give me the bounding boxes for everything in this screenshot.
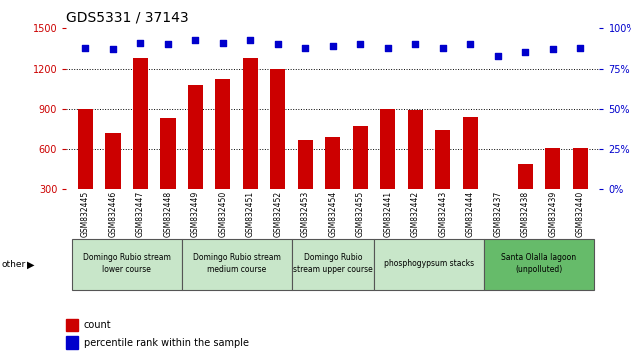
Bar [517,164,533,230]
Text: Domingo Rubio
stream upper course: Domingo Rubio stream upper course [293,253,373,274]
FancyBboxPatch shape [484,239,594,290]
FancyBboxPatch shape [182,239,292,290]
Bar [78,109,93,230]
Text: Domingo Rubio stream
lower course: Domingo Rubio stream lower course [83,253,170,274]
Text: Domingo Rubio stream
medium course: Domingo Rubio stream medium course [192,253,281,274]
Text: phosphogypsum stacks: phosphogypsum stacks [384,259,474,268]
Text: count: count [84,320,112,330]
Text: percentile rank within the sample: percentile rank within the sample [84,338,249,348]
Point [493,53,503,58]
Bar [105,133,121,230]
Bar [298,140,313,230]
Text: GSM832454: GSM832454 [328,191,338,237]
Text: GSM832447: GSM832447 [136,191,145,237]
Point [191,37,201,42]
Text: other: other [1,260,25,269]
Text: GSM832441: GSM832441 [383,191,392,237]
Point [438,45,448,51]
Point [218,40,228,46]
Text: GSM832437: GSM832437 [493,191,502,237]
Bar [215,79,230,230]
Bar [380,109,396,230]
Point [465,42,475,47]
Point [410,42,420,47]
Text: GSM832452: GSM832452 [273,191,283,237]
Bar [490,215,505,230]
Point [520,50,530,55]
FancyBboxPatch shape [292,239,374,290]
Text: GSM832438: GSM832438 [521,191,530,237]
Bar [545,148,560,230]
Text: ▶: ▶ [27,259,34,270]
Text: GSM832455: GSM832455 [356,191,365,237]
Text: GSM832451: GSM832451 [246,191,255,237]
Text: GSM832439: GSM832439 [548,191,557,237]
Point [163,42,173,47]
Bar [243,58,258,230]
Bar [408,110,423,230]
Point [548,46,558,52]
Bar [188,85,203,230]
Text: GSM832445: GSM832445 [81,191,90,237]
Point [80,45,90,51]
Point [108,46,118,52]
Text: GSM832446: GSM832446 [109,191,117,237]
Point [273,42,283,47]
Bar [66,319,78,331]
Point [383,45,393,51]
Bar [133,58,148,230]
Bar [573,148,587,230]
Text: GDS5331 / 37143: GDS5331 / 37143 [66,11,189,25]
Bar [66,336,78,349]
Text: GSM832442: GSM832442 [411,191,420,237]
Bar [353,126,368,230]
Bar [326,137,340,230]
FancyBboxPatch shape [72,239,182,290]
Point [355,42,365,47]
Text: GSM832448: GSM832448 [163,191,172,237]
Bar [463,117,478,230]
Point [300,45,310,51]
Text: GSM832444: GSM832444 [466,191,475,237]
FancyBboxPatch shape [374,239,484,290]
Text: GSM832450: GSM832450 [218,191,227,237]
Bar [270,69,285,230]
Point [328,43,338,49]
Bar [160,118,175,230]
Bar [435,130,451,230]
Text: GSM832443: GSM832443 [439,191,447,237]
Text: GSM832440: GSM832440 [575,191,585,237]
Point [136,40,146,46]
Text: GSM832449: GSM832449 [191,191,200,237]
Point [245,37,256,42]
Text: Santa Olalla lagoon
(unpolluted): Santa Olalla lagoon (unpolluted) [502,253,577,274]
Point [575,45,586,51]
Text: GSM832453: GSM832453 [301,191,310,237]
